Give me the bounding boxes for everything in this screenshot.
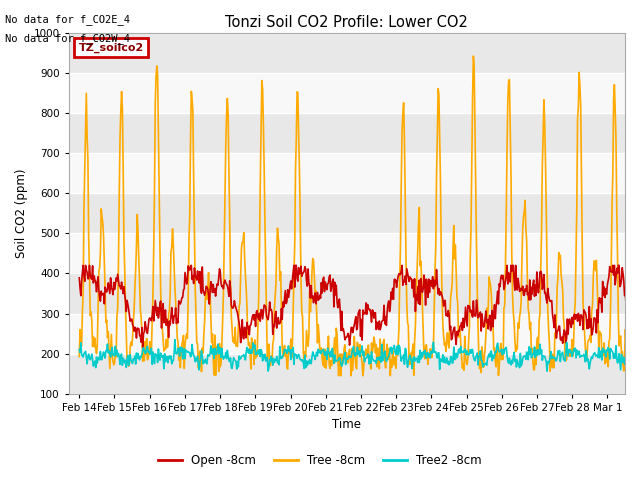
Bar: [68, 113, 625, 153]
Bar: [68, 193, 625, 233]
Bar: [68, 72, 625, 113]
Bar: [68, 354, 625, 394]
Y-axis label: Soil CO2 (ppm): Soil CO2 (ppm): [15, 168, 28, 258]
Legend: Open -8cm, Tree -8cm, Tree2 -8cm: Open -8cm, Tree -8cm, Tree2 -8cm: [154, 449, 486, 472]
X-axis label: Time: Time: [332, 419, 362, 432]
Bar: [68, 274, 625, 313]
Text: No data for f_CO2E_4: No data for f_CO2E_4: [5, 13, 130, 24]
Bar: [68, 33, 625, 72]
Title: Tonzi Soil CO2 Profile: Lower CO2: Tonzi Soil CO2 Profile: Lower CO2: [225, 15, 468, 30]
Bar: [68, 313, 625, 354]
Bar: [68, 233, 625, 274]
Text: No data for f_CO2W_4: No data for f_CO2W_4: [5, 33, 130, 44]
Bar: [68, 153, 625, 193]
